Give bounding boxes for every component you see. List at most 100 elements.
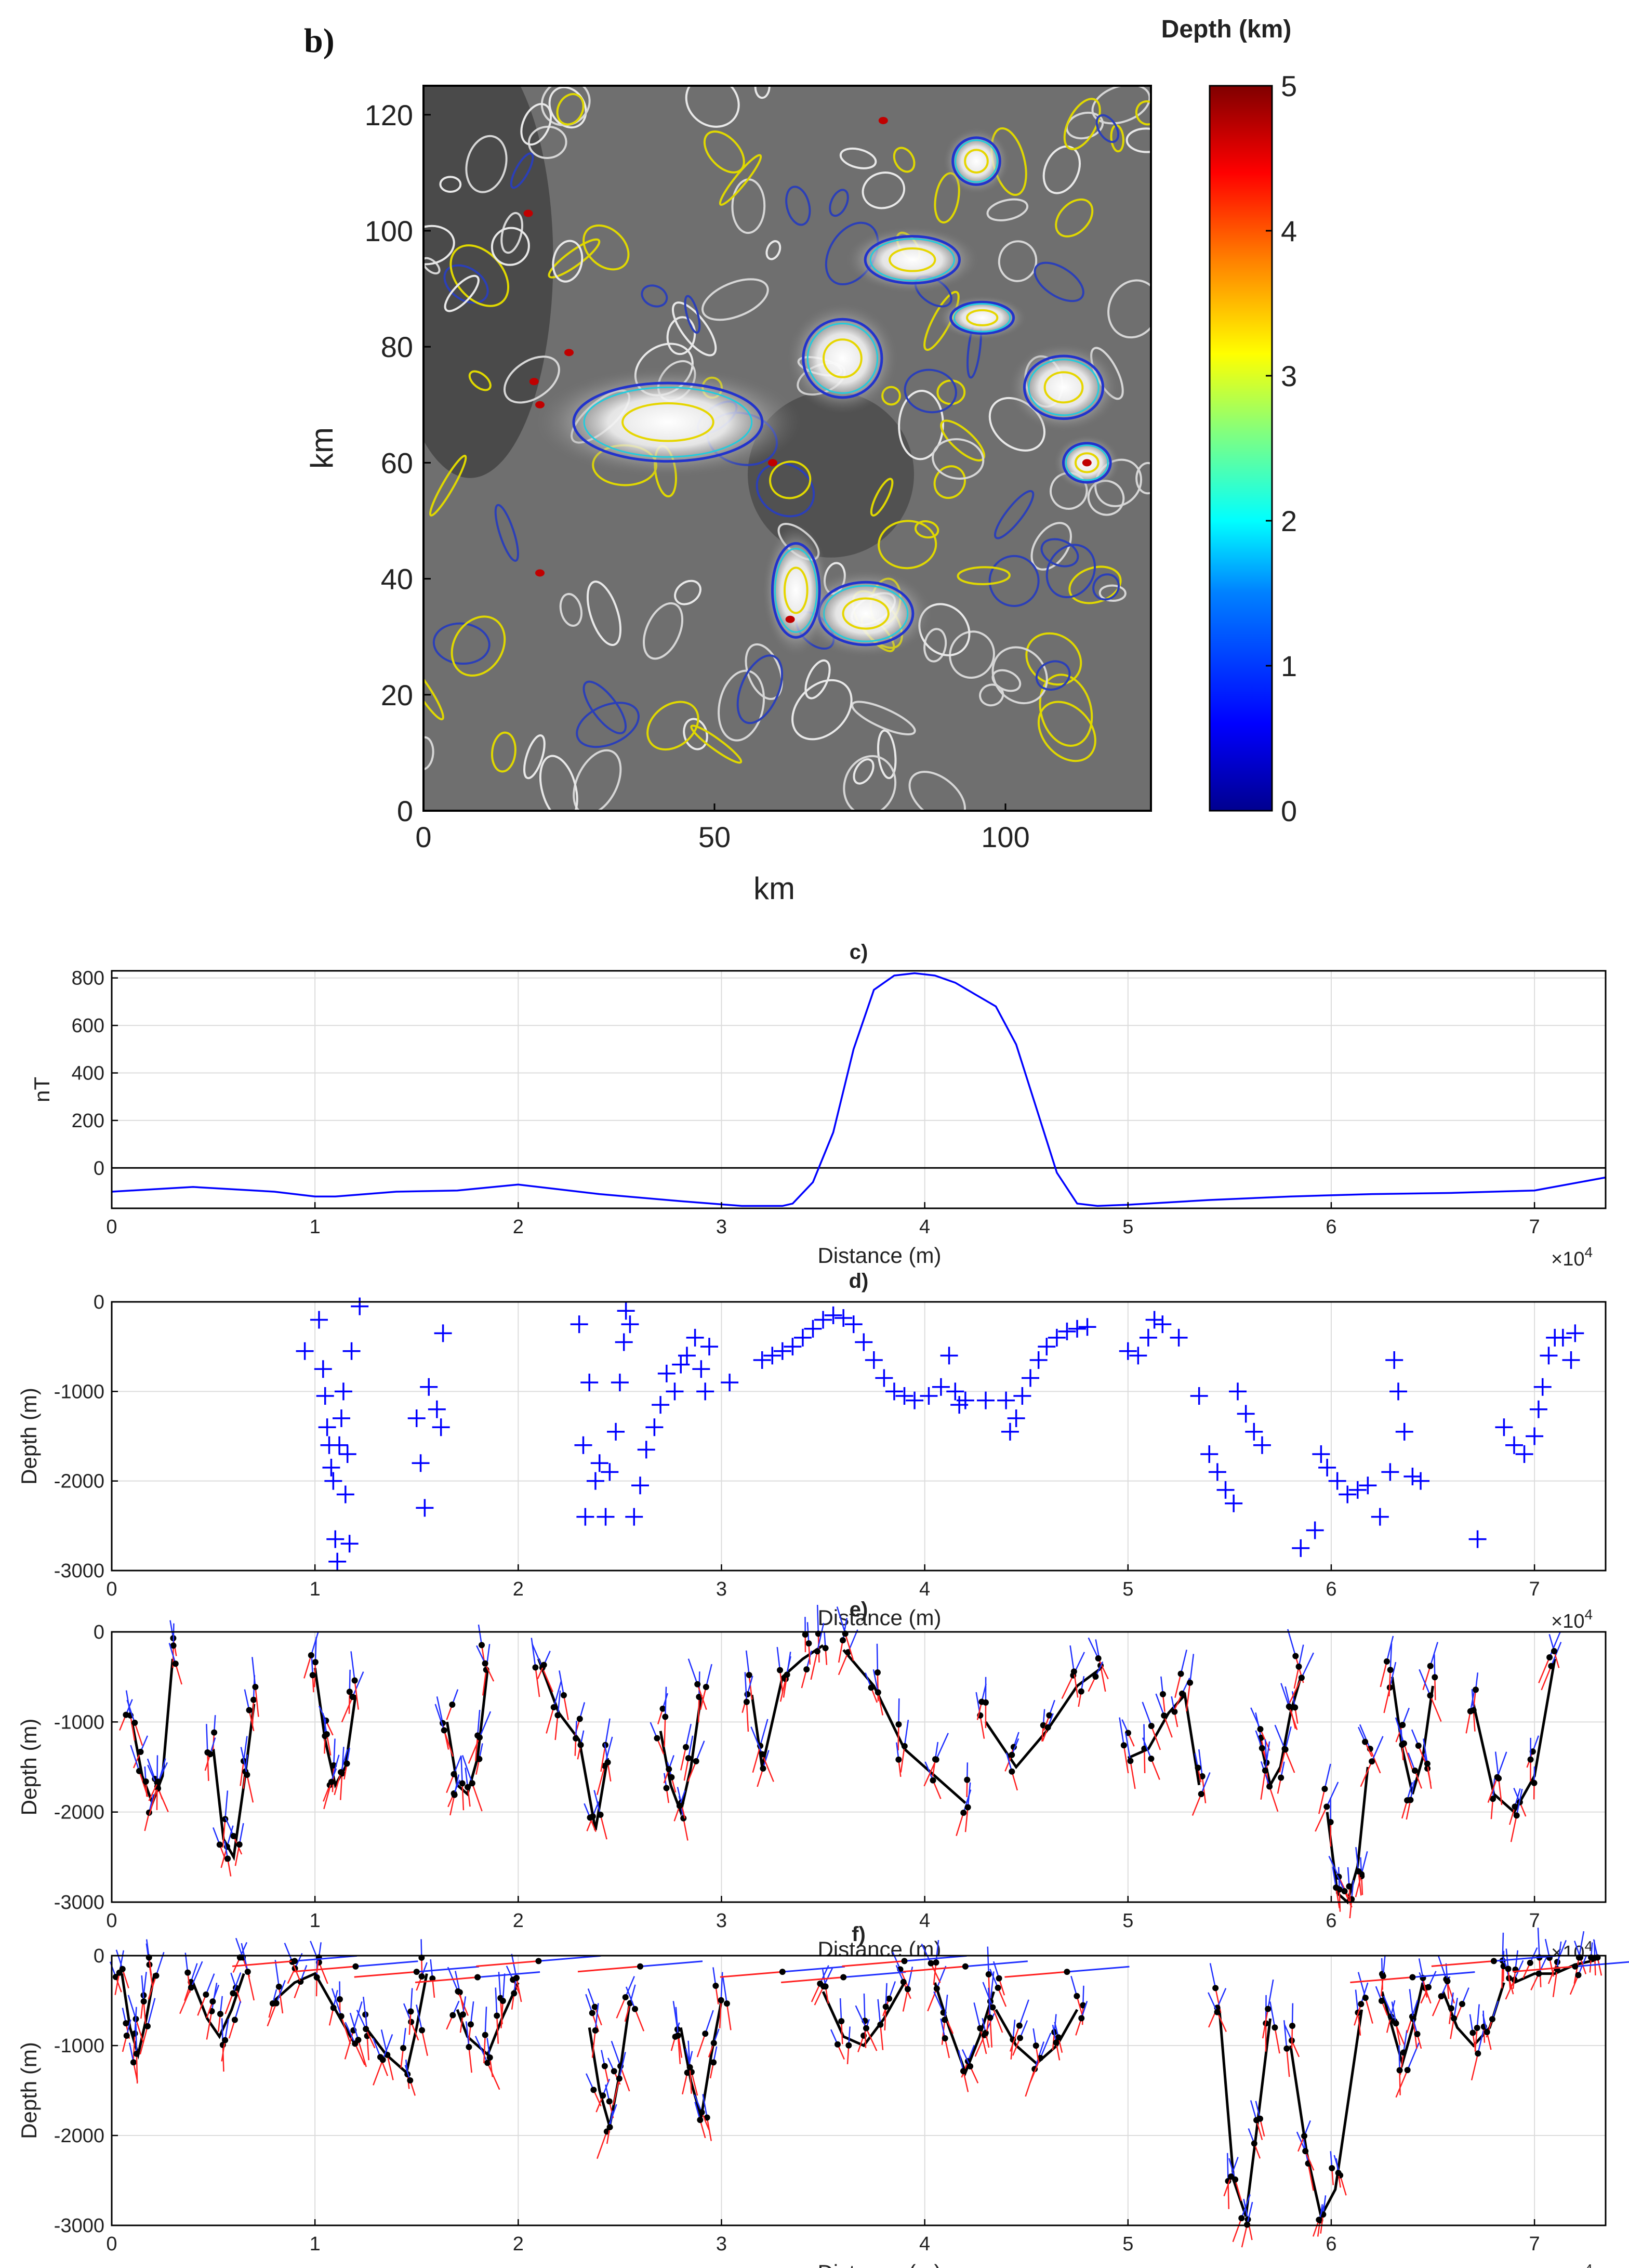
dip-vector-up [806, 1650, 812, 1670]
dip-vector-down [1360, 1876, 1363, 1895]
map-contour [1035, 660, 1071, 691]
basin-profile [1472, 1658, 1556, 1814]
dip-vector-up [1291, 2003, 1294, 2026]
solution-marker [686, 1328, 704, 1347]
solution-marker [1412, 1472, 1430, 1490]
map-deep-spot [1082, 459, 1092, 467]
dip-vector-down [373, 2059, 383, 2086]
solution-point [1572, 1963, 1579, 1970]
solution-point [170, 1642, 177, 1649]
solution-marker [773, 1342, 791, 1360]
solution-marker [645, 1418, 664, 1436]
colorbar-gradient [1209, 85, 1273, 812]
map-contour [979, 683, 1004, 707]
dip-vector-up [982, 1982, 994, 2008]
solution-point [611, 2068, 617, 2075]
dip-vector-down [267, 2003, 277, 2027]
dip-vector-up [486, 2038, 491, 2058]
basin-profile [273, 1972, 357, 2047]
solution-marker [434, 1324, 452, 1342]
map-high-mid-contour [953, 303, 1011, 333]
solution-point [379, 2056, 386, 2063]
dip-vector-down [175, 1663, 182, 1685]
solution-point [513, 1974, 520, 1981]
solution-marker [835, 1309, 853, 1327]
dip-vector-up [921, 1943, 932, 1964]
solution-point [686, 2064, 693, 2071]
map-contour [914, 520, 939, 539]
solution-marker [1468, 1530, 1487, 1548]
map-contour [491, 731, 516, 773]
dip-vector-up [531, 1643, 543, 1668]
solution-marker [784, 1338, 802, 1356]
map-contour [932, 438, 985, 480]
solution-point [309, 1672, 316, 1679]
solution-point [467, 2021, 474, 2028]
solution-point [577, 1742, 584, 1748]
solution-marker [420, 1378, 438, 1396]
solution-marker [336, 1485, 354, 1504]
solution-point [1159, 1691, 1166, 1697]
solution-point [814, 1648, 820, 1655]
dip-vector-up [143, 1972, 147, 1996]
map-high-mid-contour [869, 238, 955, 282]
dip-vector-down [318, 1962, 328, 1984]
dip-vector-down [884, 2007, 886, 2030]
colorbar-title: Depth (km) [1161, 16, 1292, 43]
solution-point [224, 1855, 231, 1862]
solution-point [659, 1705, 666, 1712]
dip-vector-down [1339, 2175, 1347, 2196]
solution-point [211, 1729, 218, 1736]
solution-point [459, 2011, 466, 2018]
x-exponent-power: 4 [1584, 1938, 1593, 1954]
dip-vector-down [443, 1730, 454, 1757]
dip-vector-up [531, 1638, 536, 1668]
dip-vector-down [1144, 1748, 1146, 1773]
dip-vector-up [190, 1963, 198, 1983]
map-deep-spot [535, 569, 545, 577]
panel-c: c) 0 1 2 3 4 5 6 7 0 200 400 600 800 Distance (m) nT ×10… [30, 941, 1607, 1270]
dip-vector-up [416, 2005, 423, 2030]
map-contour [878, 520, 937, 570]
solution-marker [322, 1458, 340, 1476]
solution-point [886, 1995, 893, 2002]
dip-vector-up [967, 1782, 971, 1808]
map-contour [1030, 522, 1072, 571]
solution-point [1161, 1712, 1168, 1719]
dip-vector-down [689, 2067, 692, 2094]
solution-point [654, 1735, 660, 1742]
long-vector-blue [1412, 1971, 1475, 1979]
dip-vector-up [855, 2005, 867, 2029]
solution-point [840, 1974, 847, 1981]
dip-vector-up [1382, 1956, 1386, 1976]
solution-point [355, 2037, 362, 2043]
solution-point [1017, 2035, 1024, 2041]
y-tick-label: -3000 [54, 2215, 104, 2237]
y-axis-label: Depth (m) [17, 2042, 41, 2139]
x-tick-label: 7 [1529, 1910, 1540, 1932]
solution-point [960, 2068, 966, 2075]
dip-vector-down [334, 1772, 342, 1796]
solution-marker [407, 1409, 426, 1428]
x-tick-label: 3 [716, 2233, 727, 2255]
map-contour [548, 238, 601, 279]
colorbar-tick-label: 4 [1281, 215, 1297, 247]
dip-vector-down [902, 1989, 909, 2012]
solution-marker [1129, 1347, 1147, 1365]
solution-marker [1058, 1322, 1076, 1340]
solution-point [1046, 1712, 1053, 1719]
long-vector-blue [538, 1955, 601, 1962]
long-vector-blue [355, 1960, 418, 1968]
plot-frame [111, 970, 1607, 1209]
map-contour [804, 659, 831, 700]
dip-vector-down [344, 2030, 354, 2060]
map-contour [1135, 461, 1151, 495]
dip-vector-up [1491, 2000, 1499, 2020]
dip-vector-up [1088, 1637, 1099, 1659]
y-axis-label: Depth (m) [17, 1388, 41, 1485]
dip-vector-down [974, 2035, 986, 2057]
solution-marker [1007, 1409, 1025, 1428]
y-tick-label: -3000 [54, 1892, 104, 1914]
dip-vector-up [436, 1696, 444, 1723]
long-vector-blue [416, 1966, 479, 1973]
